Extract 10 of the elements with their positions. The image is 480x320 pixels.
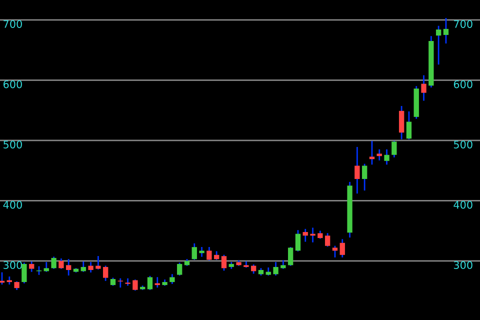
y2-tick-label: 500 (454, 140, 472, 148)
y2-tick-label: 700 (454, 20, 472, 28)
y-tick-label: 400 (3, 200, 22, 209)
y-tick-label: 600 (4, 80, 22, 88)
y-tick-label: 300 (4, 261, 22, 270)
y-tick-label: 700 (4, 20, 22, 28)
y-tick-label: 500 (4, 140, 22, 148)
y2-tick-label: 600 (454, 80, 472, 88)
y2-tick-label: 300 (454, 261, 472, 270)
y2-tick-label: 400 (454, 200, 472, 209)
